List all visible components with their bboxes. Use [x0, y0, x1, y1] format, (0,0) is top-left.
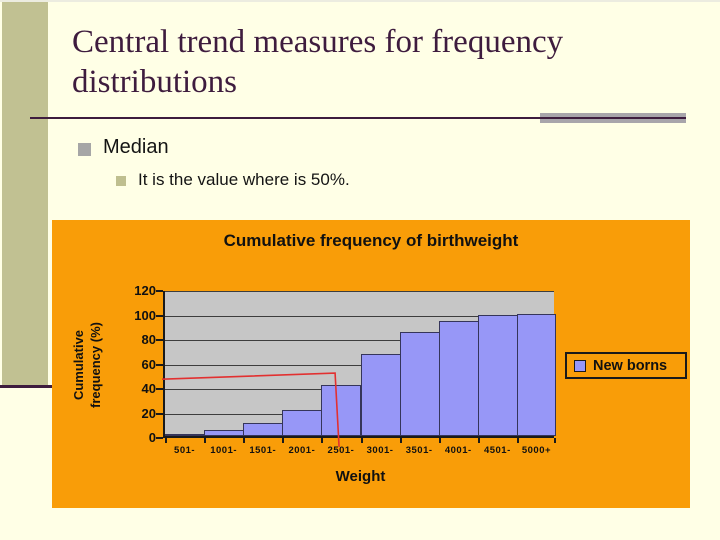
x-tick-mark: [282, 438, 285, 443]
y-axis-title: Cumulative frequency (%): [71, 322, 103, 408]
bar-3001-: [360, 353, 401, 436]
y-tick-label: 20: [141, 405, 156, 421]
y-tick-mark: [156, 388, 163, 390]
x-tick-labels: 501- 1001- 1501- 2001- 2501- 3001- 3501- 4001- 4…: [165, 445, 556, 459]
bullet-square-level2: [116, 176, 126, 186]
page-title: Central trend measures for frequency dis…: [72, 24, 564, 100]
y-tick-label: 120: [134, 283, 156, 299]
left-accent-bar: [2, 2, 48, 385]
y-tick-label: 60: [141, 356, 156, 372]
y-tick-mark: [156, 437, 163, 439]
bar-5000+: [516, 313, 556, 436]
x-tick-mark: [438, 438, 441, 443]
x-tick-mark: [243, 438, 246, 443]
y-tick-label: 40: [141, 381, 156, 397]
legend-swatch-newborns: [574, 359, 586, 372]
y-tick-mark: [156, 314, 163, 317]
x-tick-label: 3501-: [405, 445, 433, 456]
chart: Cumulative frequency of birthweight Cumu…: [52, 220, 690, 508]
x-tick-mark: [165, 438, 167, 443]
y-tick-mark: [156, 363, 163, 366]
x-tick-mark: [477, 438, 480, 443]
bar-4001-: [438, 320, 479, 436]
x-tick-mark: [204, 438, 207, 443]
legend-label: New borns: [593, 357, 668, 374]
y-tick-label: 0: [148, 430, 156, 446]
x-tick-mark: [360, 438, 363, 443]
y-tick-mark: [156, 290, 163, 292]
x-tick-label: 3001-: [366, 445, 394, 456]
x-tick-label: 501-: [174, 445, 196, 456]
gridline: [165, 364, 554, 366]
bar-2001-: [282, 410, 323, 436]
x-tick-label: 2501-: [327, 445, 355, 456]
x-tick-mark: [399, 438, 402, 443]
gridline: [165, 291, 554, 292]
x-tick-mark: [516, 438, 519, 443]
x-tick-label: 2001-: [288, 445, 316, 456]
bullet-item-median: Median: [103, 136, 169, 158]
x-tick-mark: [554, 438, 556, 443]
x-tick-label: 4501-: [483, 445, 511, 456]
gridline: [165, 315, 554, 317]
y-tick-label: 100: [134, 307, 156, 323]
x-axis-title: Weight: [335, 468, 386, 485]
y-tick-labels: 0 20 40 60 80 100 120: [108, 283, 156, 445]
bar-4501-: [477, 314, 518, 436]
plot-area: [156, 290, 556, 448]
bullet-item-median-definition: It is the value where is 50%.: [138, 170, 350, 189]
median-annotation: [161, 372, 340, 448]
x-tick-label: 4001-: [444, 445, 472, 456]
y-tick-mark: [156, 339, 163, 341]
bullet-square-level1: [78, 143, 91, 156]
x-tick-mark: [321, 438, 324, 443]
x-tick-label: 5000+: [521, 445, 552, 456]
x-tick-label: 1001-: [210, 445, 238, 456]
y-tick-label: 80: [141, 332, 156, 348]
legend: New borns: [565, 352, 687, 379]
title-rule: [30, 117, 686, 119]
left-accent-underline: [0, 385, 58, 388]
x-tick-label: 1501-: [249, 445, 277, 456]
chart-title: Cumulative frequency of birthweight: [223, 231, 519, 250]
y-tick-mark: [156, 412, 163, 415]
gridline: [165, 340, 554, 341]
